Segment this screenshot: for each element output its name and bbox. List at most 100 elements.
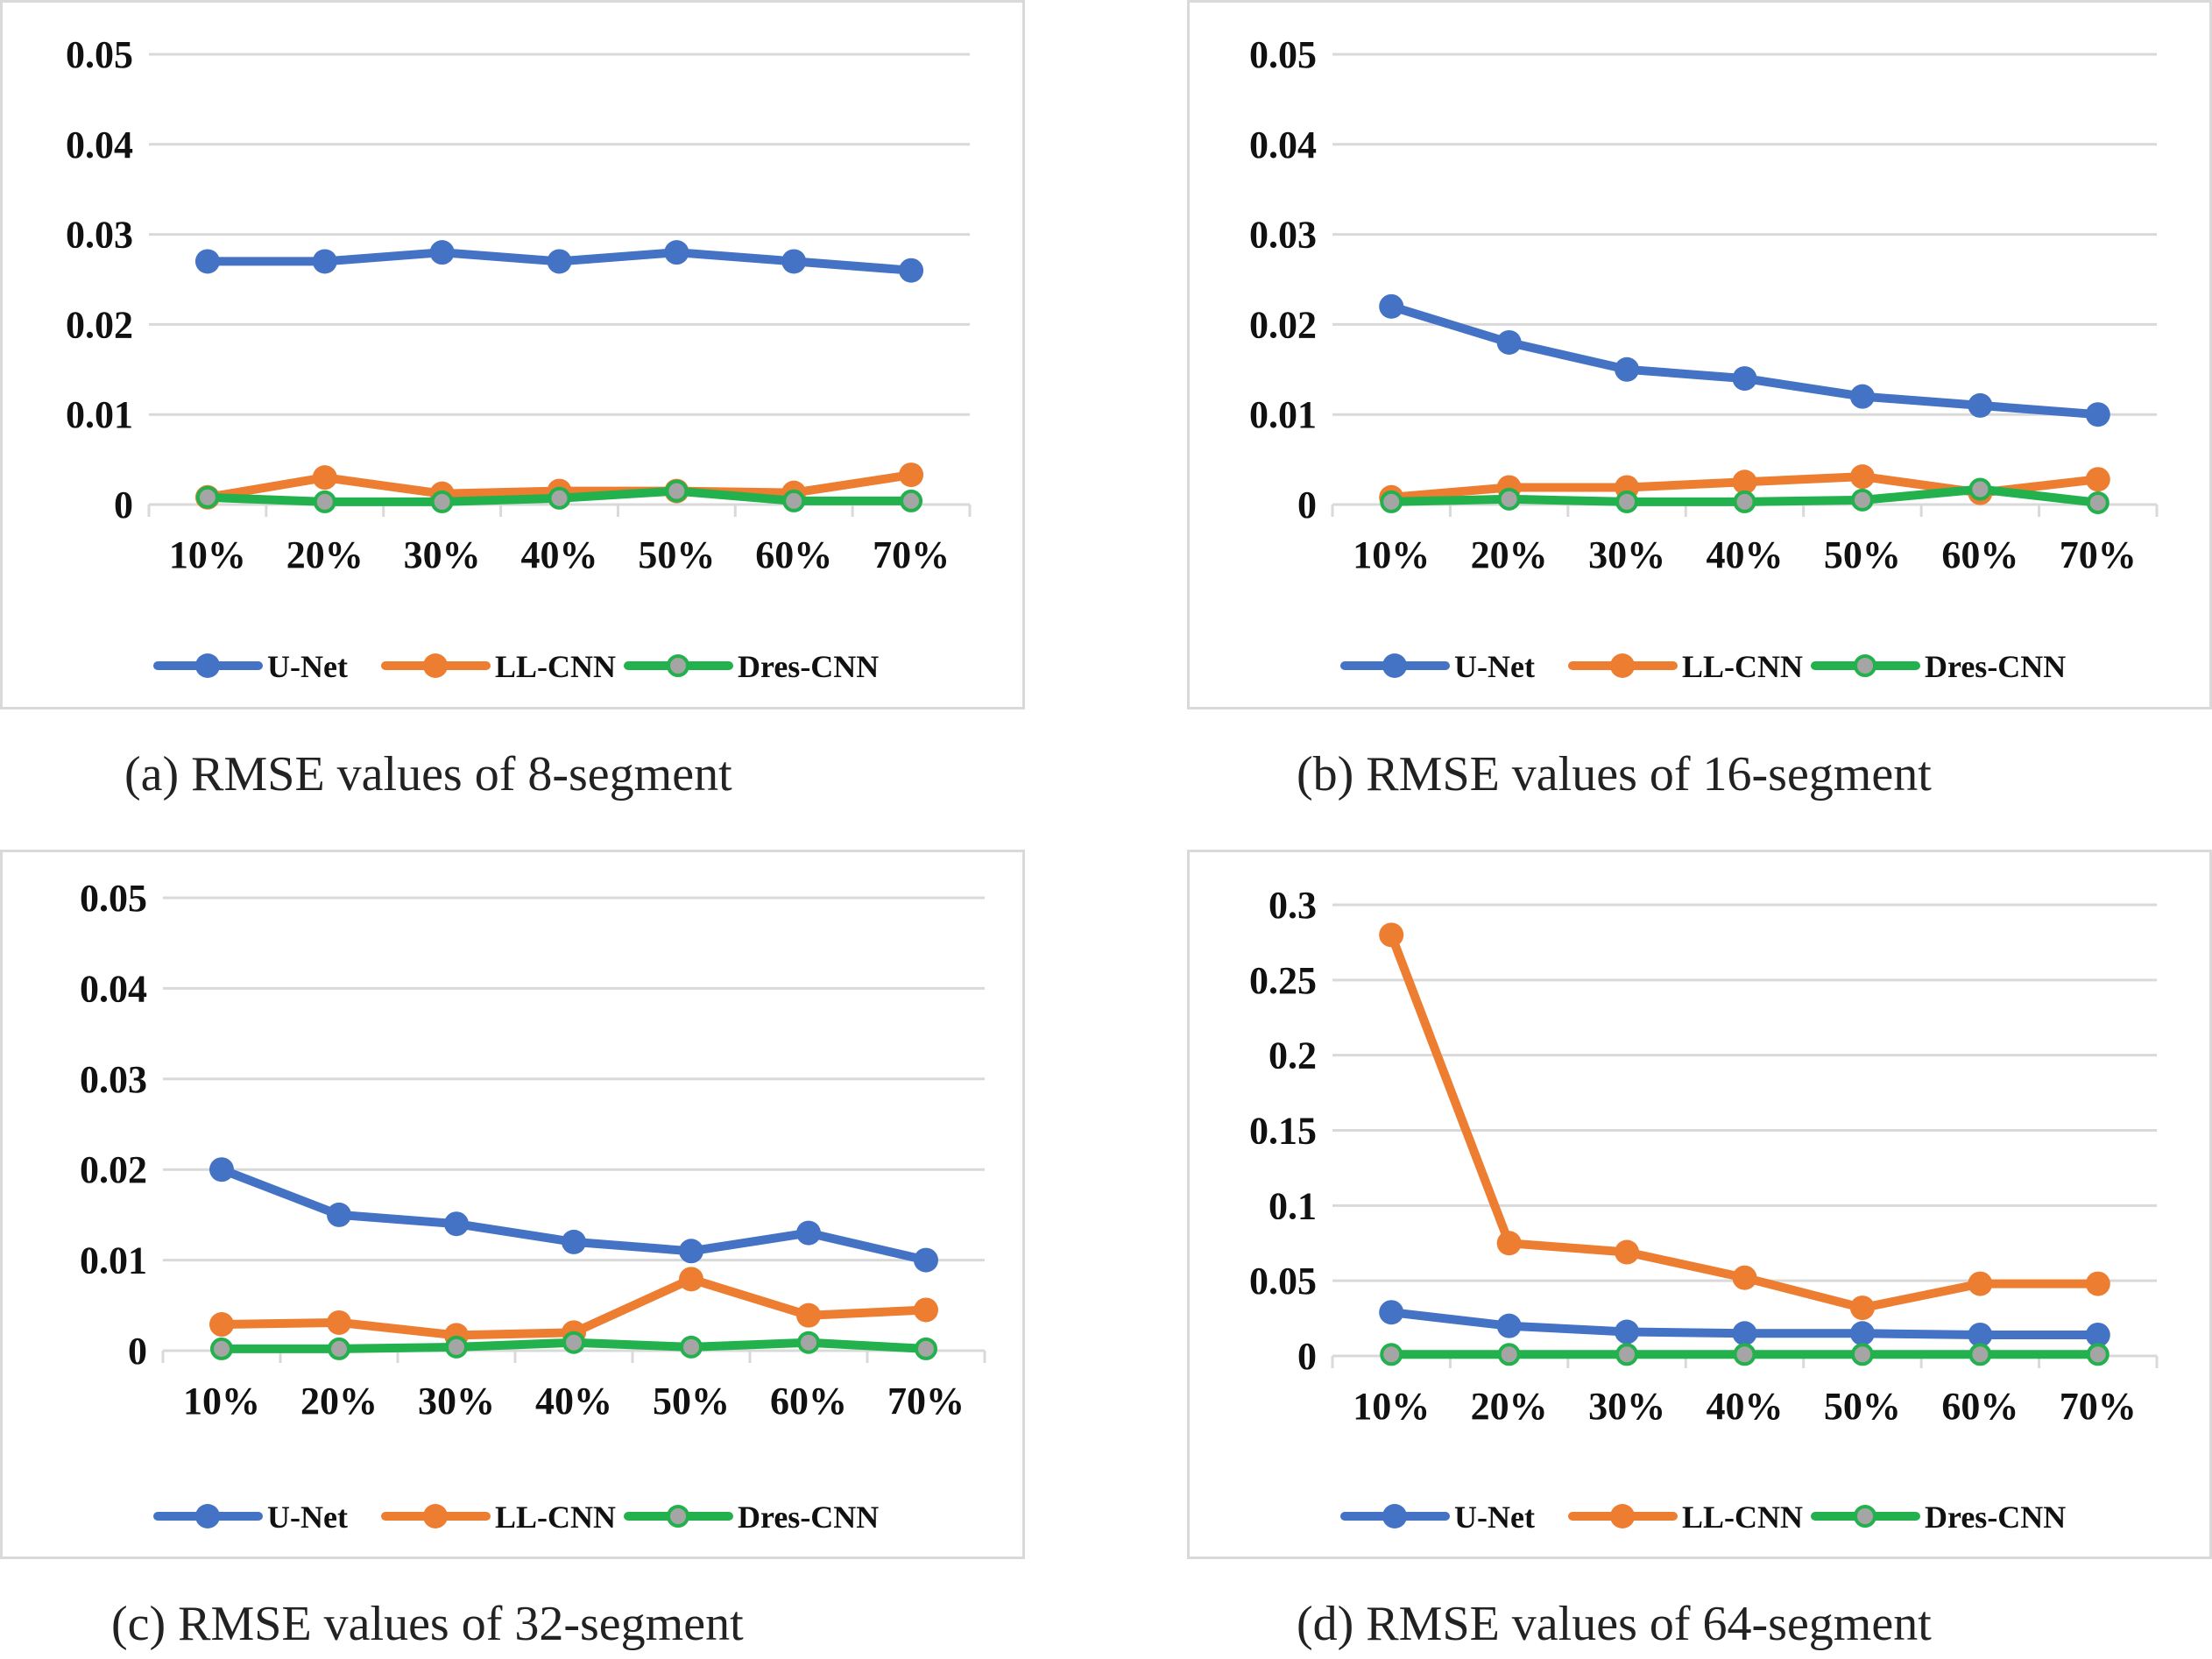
x-tick-label: 30% xyxy=(418,1380,495,1423)
y-tick-label: 0.02 xyxy=(66,303,133,346)
chart-caption: (a) RMSE values of 8-segment xyxy=(124,747,732,801)
data-point xyxy=(915,1337,937,1360)
data-point xyxy=(313,490,336,513)
legend-marker xyxy=(1382,1504,1407,1528)
y-tick-label: 0 xyxy=(128,1330,147,1373)
y-tick-label: 0.01 xyxy=(1249,393,1317,436)
legend-marker xyxy=(667,654,689,677)
y-tick-label: 0 xyxy=(1297,484,1317,526)
legend-marker xyxy=(195,1504,220,1528)
data-point xyxy=(665,479,689,503)
y-tick-label: 0.05 xyxy=(80,877,147,920)
chart-caption: (b) RMSE values of 16-segment xyxy=(1297,747,1932,801)
x-tick-label: 50% xyxy=(638,533,715,576)
legend-label: U-Net xyxy=(267,1500,348,1535)
data-point xyxy=(548,486,571,510)
data-point xyxy=(1379,1300,1404,1325)
y-tick-label: 0.05 xyxy=(1249,33,1317,76)
data-point xyxy=(1968,392,1993,418)
data-point xyxy=(327,1202,351,1227)
data-point xyxy=(1380,490,1403,513)
data-point xyxy=(914,1297,938,1323)
y-tick-label: 0.01 xyxy=(66,393,133,436)
data-point xyxy=(210,1337,233,1360)
x-tick-label: 70% xyxy=(2060,1385,2137,1428)
data-point xyxy=(312,465,337,491)
data-point xyxy=(1849,384,1875,409)
x-tick-label: 70% xyxy=(887,1380,965,1423)
chart-frame xyxy=(0,0,1025,709)
data-point xyxy=(914,1247,938,1273)
y-tick-label: 0 xyxy=(114,484,133,526)
y-tick-label: 0.03 xyxy=(80,1058,147,1101)
x-tick-label: 30% xyxy=(1588,1385,1665,1428)
data-point xyxy=(1733,1343,1756,1366)
legend-marker xyxy=(423,1504,448,1528)
x-tick-label: 40% xyxy=(521,533,598,576)
x-tick-label: 20% xyxy=(300,1380,378,1423)
legend-marker xyxy=(195,653,220,678)
x-tick-label: 20% xyxy=(1471,1385,1548,1428)
data-point xyxy=(209,1312,234,1338)
data-point xyxy=(1732,366,1757,392)
y-tick-label: 0 xyxy=(1297,1335,1317,1378)
data-point xyxy=(430,490,454,513)
x-tick-label: 60% xyxy=(755,533,832,576)
x-tick-label: 40% xyxy=(1707,1385,1784,1428)
chart-frame xyxy=(1187,0,2212,709)
legend-marker xyxy=(423,653,448,678)
x-tick-label: 50% xyxy=(653,1380,730,1423)
y-tick-label: 0.04 xyxy=(66,124,133,166)
legend-label: Dres-CNN xyxy=(1925,649,2066,684)
data-point xyxy=(797,1331,820,1354)
data-point xyxy=(1379,922,1404,948)
y-tick-label: 0.03 xyxy=(1249,214,1317,257)
x-tick-label: 30% xyxy=(404,533,481,576)
legend-marker xyxy=(1854,1505,1876,1528)
data-point xyxy=(900,489,923,512)
y-tick-label: 0.25 xyxy=(1249,959,1317,1002)
data-point xyxy=(781,249,807,274)
data-point xyxy=(1849,1321,1875,1346)
data-point xyxy=(1849,1295,1875,1321)
y-tick-label: 0.3 xyxy=(1269,884,1317,927)
data-point xyxy=(1850,488,1874,512)
data-point xyxy=(1968,1322,1993,1347)
data-point xyxy=(2086,491,2110,514)
data-point xyxy=(679,1267,703,1292)
data-point xyxy=(1496,1231,1522,1256)
legend-label: LL-CNN xyxy=(495,649,616,684)
y-tick-label: 0.04 xyxy=(1249,124,1317,166)
legend-label: LL-CNN xyxy=(1682,649,1803,684)
data-point xyxy=(1849,464,1875,490)
x-tick-label: 60% xyxy=(1941,1385,2018,1428)
data-point xyxy=(1733,490,1756,513)
data-point xyxy=(2086,1343,2110,1366)
data-point xyxy=(2085,1271,2110,1296)
legend-label: Dres-CNN xyxy=(738,649,879,684)
y-tick-label: 0.2 xyxy=(1269,1034,1317,1077)
legend-label: LL-CNN xyxy=(1682,1500,1803,1535)
data-point xyxy=(2085,402,2110,427)
y-tick-label: 0.02 xyxy=(80,1148,147,1191)
x-tick-label: 30% xyxy=(1588,533,1665,576)
data-point xyxy=(1496,329,1522,355)
legend-label: U-Net xyxy=(267,649,348,684)
data-point xyxy=(1615,490,1639,513)
data-point xyxy=(562,1331,585,1354)
data-point xyxy=(680,1335,703,1359)
y-tick-label: 0.05 xyxy=(66,33,133,76)
x-tick-label: 60% xyxy=(1941,533,2018,576)
data-point xyxy=(1615,1239,1640,1265)
data-point xyxy=(782,489,806,512)
legend-marker xyxy=(1382,653,1407,678)
data-point xyxy=(1968,1271,1993,1296)
data-point xyxy=(899,462,924,488)
x-tick-label: 20% xyxy=(1471,533,1548,576)
data-point xyxy=(1497,487,1521,511)
x-tick-label: 10% xyxy=(1353,1385,1430,1428)
data-point xyxy=(429,240,455,265)
line-chart-a: 0 0.01 0.02 0.03 0.04 0.05 10% 20% 30% 40% 50% 60% 7… xyxy=(66,33,972,684)
legend-marker xyxy=(667,1505,689,1528)
x-tick-label: 60% xyxy=(770,1380,847,1423)
